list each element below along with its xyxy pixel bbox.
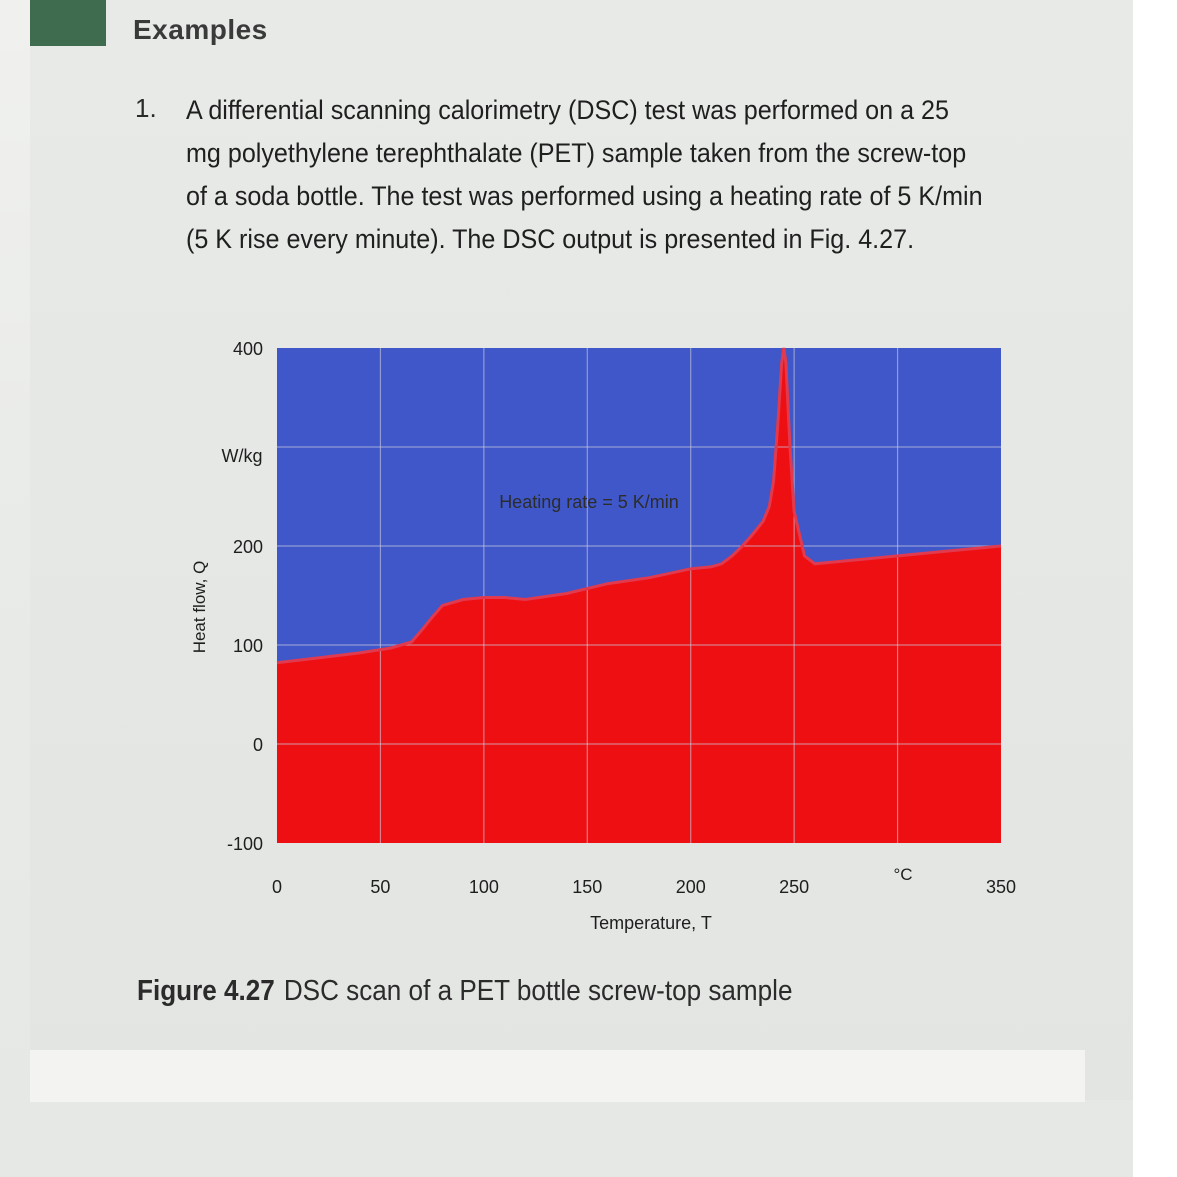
heating-rate-annotation: Heating rate = 5 K/min <box>499 492 679 512</box>
page-lower-panel <box>30 1050 1085 1102</box>
x-tick-label: 250 <box>779 877 809 897</box>
axis-ticks: -100 0 100 200 400 0 50 100 150 200 250 350 <box>227 339 1016 897</box>
y-tick-label: -100 <box>227 834 263 854</box>
screen-edge <box>1133 0 1177 1177</box>
x-tick-label: 50 <box>370 877 390 897</box>
y-tick-label: 400 <box>233 339 263 359</box>
section-heading: Examples <box>133 14 268 45</box>
x-tick-label: 100 <box>469 877 499 897</box>
section-tab <box>30 0 106 46</box>
heat-flow-area <box>277 348 1001 843</box>
figure-caption-text: DSC scan of a PET bottle screw-top sampl… <box>283 975 793 1007</box>
x-tick-label: 150 <box>572 877 602 897</box>
y-tick-label: 100 <box>233 636 263 656</box>
x-tick-label: 0 <box>272 877 282 897</box>
heat-flow-curve <box>276 347 1002 665</box>
y-unit-label: W/kg <box>221 446 262 466</box>
figure-label: Figure 4.27 <box>137 975 275 1007</box>
x-tick-label: 350 <box>986 877 1016 897</box>
y-tick-label: 0 <box>253 735 263 755</box>
x-unit-label: °C <box>893 865 912 884</box>
y-tick-label: 200 <box>233 537 263 557</box>
example-number: 1. <box>135 93 157 123</box>
problem-statement: A differential scanning calorimetry (DSC… <box>186 95 983 254</box>
grid-lines <box>277 348 1001 843</box>
x-axis-label: Temperature, T <box>590 913 712 933</box>
figure-caption: Figure 4.27 DSC scan of a PET bottle scre… <box>137 975 792 1008</box>
y-axis-label: Heat flow, Q <box>190 561 209 654</box>
x-tick-label: 200 <box>676 877 706 897</box>
